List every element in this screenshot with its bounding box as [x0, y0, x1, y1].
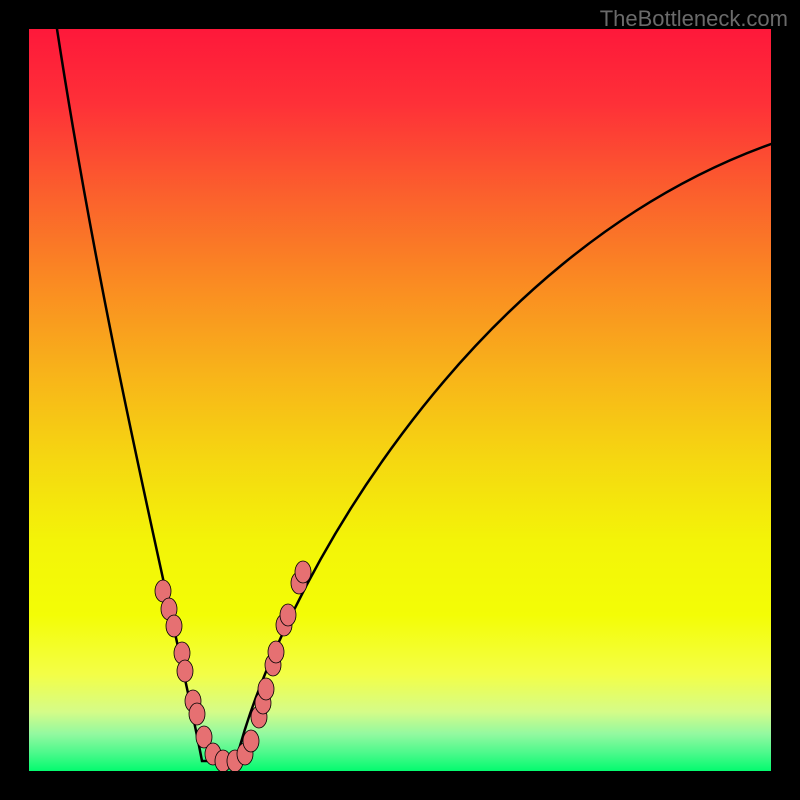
- marker-point: [189, 703, 205, 725]
- gradient-background: [29, 29, 771, 771]
- marker-point: [295, 561, 311, 583]
- chart-frame: TheBottleneck.com: [0, 0, 800, 800]
- marker-point: [268, 641, 284, 663]
- marker-point: [280, 604, 296, 626]
- plot-svg: [29, 29, 771, 771]
- marker-point: [258, 678, 274, 700]
- marker-point: [243, 730, 259, 752]
- plot-area: [29, 29, 771, 771]
- marker-point: [177, 660, 193, 682]
- marker-point: [166, 615, 182, 637]
